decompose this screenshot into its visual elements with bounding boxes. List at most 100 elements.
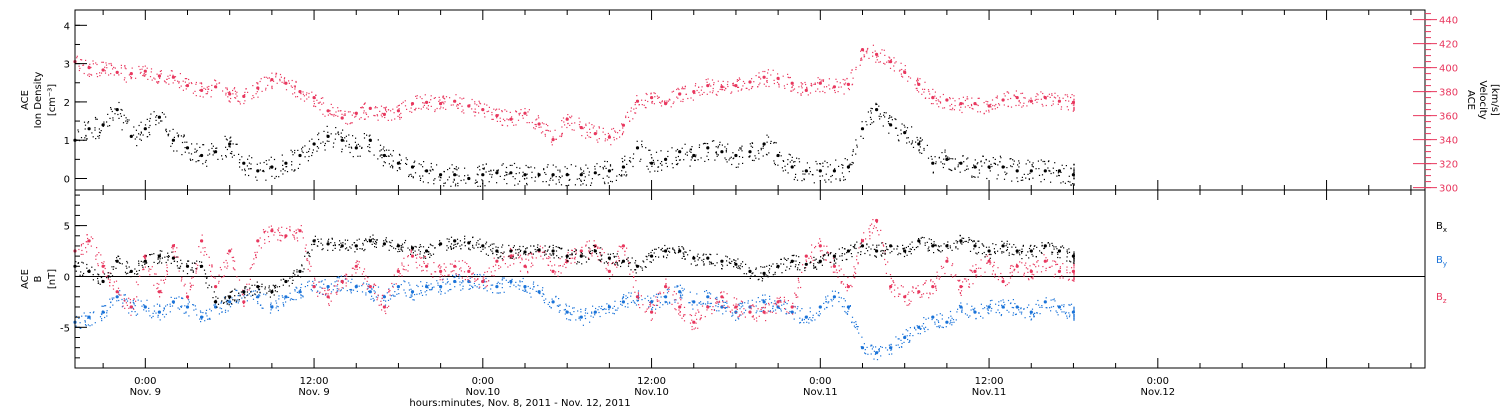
ion-density-sample [239, 166, 241, 168]
bz-point [748, 310, 752, 314]
by-sample [205, 309, 208, 311]
bz-sample [783, 299, 786, 301]
velocity-sample [295, 80, 297, 83]
by-sample [573, 311, 575, 313]
bz-sample [959, 292, 961, 294]
velocity-sample [826, 86, 828, 88]
bz-sample [899, 293, 901, 295]
by-sample [691, 304, 693, 306]
ion-density-sample [156, 115, 158, 117]
by-sample [408, 282, 410, 284]
ion-density-sample [144, 124, 147, 126]
velocity-point [115, 70, 119, 74]
ion-density-sample [433, 183, 435, 185]
by-sample [501, 283, 503, 285]
velocity-sample [725, 87, 727, 89]
bz-sample [377, 297, 379, 299]
ion-density-sample [385, 155, 388, 157]
ion-density-sample [528, 167, 530, 169]
velocity-sample [1067, 96, 1069, 98]
ion-density-sample [957, 164, 959, 166]
by-sample [569, 319, 572, 321]
by-sample [103, 312, 105, 314]
by-sample [175, 297, 178, 299]
velocity-sample [290, 85, 292, 87]
by-sample [474, 285, 476, 287]
velocity-sample [673, 101, 675, 103]
bz-sample [135, 281, 138, 283]
velocity-sample [362, 107, 364, 109]
bz-sample [204, 251, 206, 253]
velocity-sample [901, 68, 903, 71]
velocity-sample [806, 86, 808, 88]
ion-density-sample [787, 159, 789, 161]
velocity-sample [727, 81, 729, 83]
velocity-sample [717, 80, 719, 82]
by-sample [124, 299, 126, 301]
by-sample [141, 305, 143, 307]
bz-sample [984, 271, 986, 273]
panel1-x-ticks [102, 10, 1412, 190]
by-sample [815, 312, 818, 314]
bz-sample [525, 265, 527, 268]
velocity-sample [232, 93, 234, 95]
bz-sample [1037, 260, 1039, 262]
velocity-sample [661, 101, 663, 103]
bz-sample [771, 311, 773, 313]
ion-density-sample [163, 113, 165, 115]
by-sample [586, 312, 589, 314]
ion-density-sample [451, 164, 453, 166]
bz-sample [410, 251, 412, 253]
velocity-sample [486, 111, 488, 113]
velocity-sample [1065, 100, 1067, 102]
by-sample [843, 298, 845, 300]
ion-density-sample [830, 181, 832, 183]
ion-density-sample [827, 166, 829, 168]
bz-sample [440, 273, 442, 275]
by-sample [1052, 299, 1054, 301]
ion-density-sample [789, 161, 791, 163]
by-sample [286, 296, 288, 298]
by-sample [253, 290, 255, 292]
ion-density-sample [963, 161, 965, 163]
by-sample [347, 280, 349, 282]
velocity-sample [483, 112, 485, 114]
ion-density-sample [235, 143, 237, 145]
by-sample [871, 348, 873, 350]
bz-sample [1025, 262, 1027, 264]
ion-density-sample [229, 146, 231, 148]
ion-density-sample [165, 131, 168, 133]
ion-density-sample [848, 171, 850, 173]
ion-density-sample [721, 144, 723, 146]
bz-sample [606, 269, 608, 271]
velocity-sample [457, 107, 459, 109]
bz-sample [433, 262, 435, 264]
by-sample [856, 326, 858, 328]
by-sample [856, 328, 858, 330]
ion-density-sample [368, 150, 370, 152]
bz-sample [460, 267, 462, 269]
by-sample [263, 293, 265, 295]
ion-density-sample [865, 121, 867, 123]
velocity-sample [475, 111, 477, 113]
velocity-sample [668, 98, 670, 100]
velocity-sample [534, 123, 536, 126]
by-sample [210, 310, 212, 312]
velocity-sample [1035, 95, 1037, 98]
velocity-sample [604, 140, 606, 142]
ion-density-sample [725, 159, 727, 161]
velocity-sample [998, 103, 1000, 105]
ion-density-sample [195, 151, 197, 153]
by-sample [184, 305, 186, 307]
ion-density-sample [322, 141, 324, 143]
by-sample [602, 308, 605, 311]
bz-sample [479, 286, 481, 288]
bz-sample [854, 268, 856, 270]
velocity-sample [295, 96, 297, 98]
bz-sample [1012, 265, 1014, 268]
ion-density-sample [316, 150, 318, 152]
velocity-sample [401, 103, 403, 105]
bz-sample [1025, 267, 1027, 269]
ion-density-sample [1049, 170, 1051, 172]
bz-sample [972, 283, 974, 285]
